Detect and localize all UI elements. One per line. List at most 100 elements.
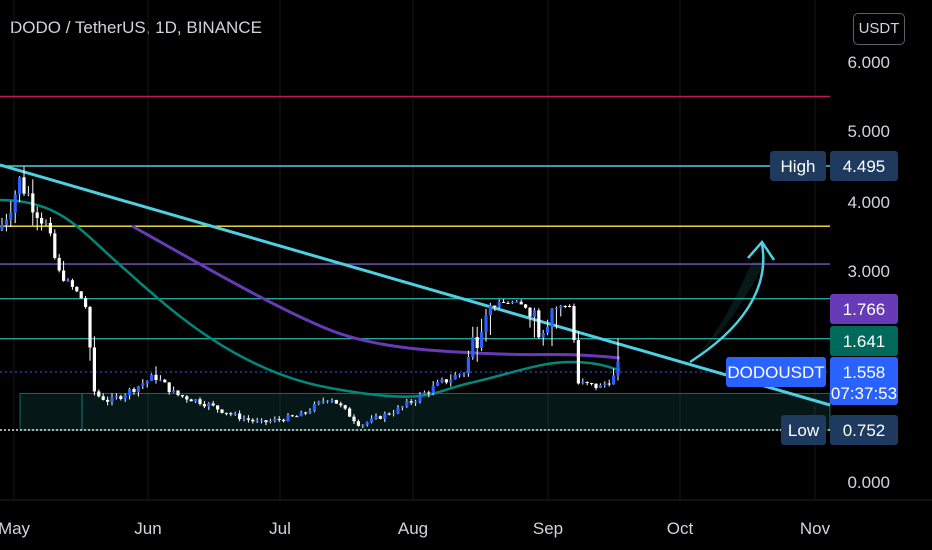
candle-body-133 bbox=[585, 381, 589, 384]
candle-body-15 bbox=[66, 280, 70, 282]
candle-body-87 bbox=[383, 413, 387, 419]
trendlines bbox=[0, 163, 831, 407]
horizontal-levels bbox=[0, 95, 830, 431]
candle-body-103 bbox=[453, 375, 457, 380]
candle-body-19 bbox=[84, 298, 88, 307]
candle-body-127 bbox=[559, 305, 563, 308]
price-badge-label: High bbox=[781, 157, 816, 176]
candle-body-8 bbox=[35, 212, 39, 218]
candle-body-80 bbox=[352, 416, 356, 422]
candle-body-28 bbox=[123, 395, 127, 399]
candle-body-93 bbox=[409, 401, 413, 403]
candle-body-48 bbox=[211, 403, 215, 406]
price-badge-value: 1.766 bbox=[843, 300, 886, 319]
candle-body-113 bbox=[497, 301, 501, 307]
candle-body-50 bbox=[220, 409, 224, 413]
candle-body-47 bbox=[207, 403, 211, 407]
candle-body-74 bbox=[326, 400, 330, 402]
candle-body-42 bbox=[185, 396, 189, 400]
candle-body-64 bbox=[282, 419, 286, 422]
candle-body-29 bbox=[128, 389, 132, 396]
candle-body-140 bbox=[616, 361, 620, 376]
candle-body-23 bbox=[101, 396, 105, 400]
price-badges: 4.495 High 1.766 1.641 1.558 07:37:53 DODOUSDT… bbox=[726, 151, 898, 445]
candle-body-43 bbox=[189, 399, 193, 402]
candle-body-81 bbox=[356, 421, 360, 426]
candle-body-117 bbox=[515, 301, 519, 303]
candle-body-12 bbox=[53, 233, 57, 258]
candle-body-66 bbox=[290, 415, 294, 417]
projection-arrow bbox=[689, 243, 765, 364]
time-tick-label: May bbox=[0, 519, 31, 538]
candle-body-20 bbox=[88, 306, 92, 348]
candle-body-116 bbox=[510, 301, 514, 304]
candle-body-107 bbox=[471, 337, 475, 358]
candle-body-102 bbox=[449, 379, 453, 383]
candle-body-75 bbox=[330, 399, 334, 401]
candle-body-36 bbox=[158, 379, 162, 381]
projection-shade bbox=[690, 262, 765, 362]
candle-body-34 bbox=[150, 374, 154, 381]
currency-button[interactable]: USDT bbox=[853, 13, 905, 45]
candle-body-124 bbox=[546, 326, 550, 333]
candle-body-89 bbox=[392, 413, 396, 415]
candle-body-44 bbox=[194, 399, 198, 402]
candle-body-9 bbox=[40, 217, 44, 224]
candle-body-35 bbox=[154, 374, 158, 381]
chart-title: DODO / TetherUS, 1D, BINANCE bbox=[10, 18, 262, 37]
price-tick-label: 4.000 bbox=[847, 193, 890, 212]
candle-body-25 bbox=[110, 397, 114, 402]
candle-body-100 bbox=[440, 379, 444, 382]
time-tick-label: Jun bbox=[134, 519, 161, 538]
candle-body-88 bbox=[387, 413, 391, 415]
candle-body-137 bbox=[603, 383, 607, 385]
candle-body-51 bbox=[224, 412, 228, 414]
candle-body-122 bbox=[537, 310, 541, 338]
candle-body-98 bbox=[431, 385, 435, 394]
candle-body-27 bbox=[119, 396, 123, 399]
candle-body-67 bbox=[295, 416, 299, 418]
candle-body-70 bbox=[308, 410, 312, 413]
time-tick-label: Nov bbox=[800, 519, 831, 538]
candle-body-108 bbox=[475, 337, 479, 348]
candle-body-131 bbox=[576, 340, 580, 384]
candle-body-94 bbox=[414, 401, 418, 403]
candle-body-76 bbox=[334, 399, 338, 404]
price-badge-value: 4.495 bbox=[843, 157, 886, 176]
candle-body-30 bbox=[132, 389, 136, 393]
candle-body-71 bbox=[312, 403, 316, 411]
candle-body-114 bbox=[502, 301, 506, 303]
candle-body-21 bbox=[92, 347, 96, 392]
candle-body-63 bbox=[277, 419, 281, 421]
candle-body-46 bbox=[202, 403, 206, 407]
candle-body-135 bbox=[594, 383, 598, 389]
candle-body-55 bbox=[242, 418, 246, 420]
candles bbox=[0, 166, 620, 428]
candle-body-109 bbox=[480, 332, 484, 348]
candle-body-96 bbox=[422, 392, 426, 395]
price-badge-3 bbox=[830, 357, 898, 405]
candle-body-130 bbox=[572, 306, 576, 341]
candle-body-90 bbox=[396, 407, 400, 414]
candle-body-99 bbox=[436, 381, 440, 386]
candle-body-53 bbox=[233, 413, 237, 415]
price-badge-2 bbox=[830, 326, 898, 356]
candle-body-92 bbox=[405, 401, 409, 407]
candle-body-52 bbox=[229, 413, 233, 415]
candle-body-129 bbox=[568, 306, 572, 308]
price-badge-value: 1.558 bbox=[843, 363, 886, 382]
candle-body-59 bbox=[260, 420, 264, 422]
candle-body-139 bbox=[612, 375, 616, 385]
candle-body-104 bbox=[458, 374, 462, 376]
time-tick-label: Oct bbox=[667, 519, 694, 538]
candle-body-86 bbox=[378, 416, 382, 419]
candle-body-61 bbox=[268, 420, 272, 423]
candle-body-69 bbox=[304, 412, 308, 414]
candle-body-83 bbox=[365, 422, 369, 425]
candle-body-60 bbox=[264, 420, 268, 423]
candle-body-134 bbox=[590, 383, 594, 385]
candle-body-10 bbox=[44, 222, 48, 224]
candle-body-119 bbox=[524, 304, 528, 308]
descending-trendline bbox=[0, 163, 831, 407]
